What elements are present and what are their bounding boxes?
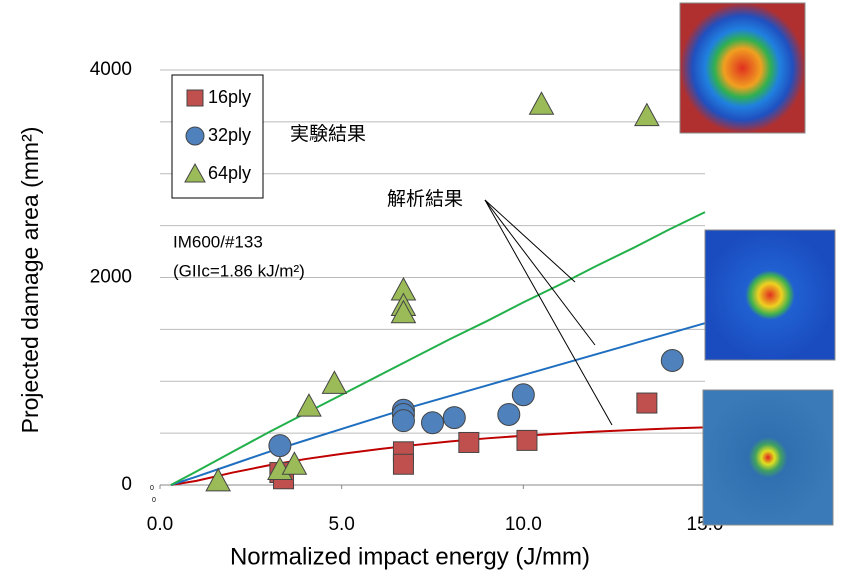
chart: 0200040000.05.010.015.0 16ply32ply64ply … [0, 0, 849, 580]
y-axis-label: Projected damage area (mm²) [17, 127, 43, 434]
point [635, 104, 659, 126]
x-tick-label: 0.0 [147, 514, 173, 535]
x-tick-label: 10.0 [505, 514, 542, 535]
model-curve [171, 323, 705, 485]
legend-marker [187, 90, 203, 106]
legend-marker [186, 127, 204, 145]
point [393, 454, 413, 474]
point [322, 371, 346, 393]
annotation: 実験結果 [290, 123, 366, 145]
point [443, 407, 465, 429]
annotation: (GIIc=1.86 kJ/m²) [173, 261, 305, 280]
point [498, 403, 520, 425]
legend-label: 16ply [208, 87, 251, 107]
y-tick-label: 0 [121, 474, 132, 495]
origin-label: 0 [150, 485, 154, 492]
point [517, 430, 537, 450]
x-axis-label: Normalized impact energy (J/mm) [230, 543, 590, 570]
point [459, 432, 479, 452]
point [269, 435, 291, 457]
point [637, 393, 657, 413]
image [680, 3, 835, 525]
annotation: 解析結果 [387, 188, 463, 210]
point [392, 410, 414, 432]
x-tick-label: 5.0 [328, 514, 354, 535]
y-tick-label: 4000 [90, 59, 132, 80]
annotation: IM600/#133 [173, 232, 263, 251]
origin-label: 0 [152, 497, 156, 504]
y-tick-label: 2000 [90, 267, 132, 288]
legend-label: 64ply [208, 163, 251, 183]
model-curve [171, 212, 705, 485]
point [512, 384, 534, 406]
point [297, 394, 321, 416]
legend-label: 32ply [208, 125, 251, 145]
point [422, 412, 444, 434]
model-curve [171, 427, 705, 485]
point [661, 350, 683, 372]
point [530, 92, 554, 114]
